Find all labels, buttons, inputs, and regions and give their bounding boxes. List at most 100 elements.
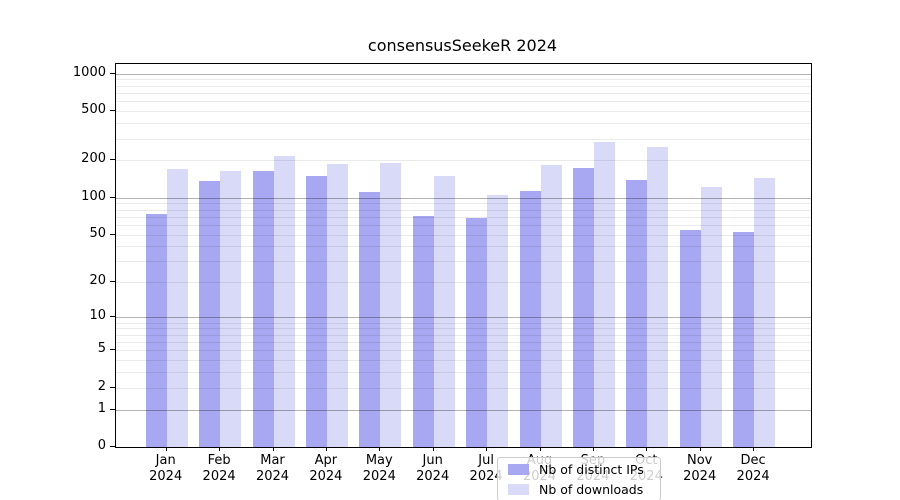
downloads-swatch-icon [508, 483, 529, 495]
gridline [116, 197, 811, 199]
y-axis-tick-label: 200 [81, 151, 106, 167]
bar-distinct-ips [145, 213, 167, 447]
bar-downloads [220, 171, 242, 447]
gridline [116, 224, 811, 226]
gridline [116, 216, 811, 218]
gridline [116, 328, 811, 330]
gridline [116, 138, 811, 140]
x-axis-tick-label: Feb 2024 [202, 453, 236, 484]
x-axis-tick [539, 447, 541, 451]
distinct-ips-swatch-icon [508, 463, 529, 475]
gridline [116, 123, 811, 124]
gridline [116, 334, 811, 336]
y-axis-tick-label: 1 [97, 400, 106, 416]
bar-distinct-ips [359, 191, 381, 447]
legend-label: Nb of downloads [539, 481, 644, 497]
y-axis-tick-label: 0 [97, 438, 106, 453]
y-axis-tick [110, 281, 115, 283]
gridline [116, 160, 811, 162]
y-axis-tick-label: 20 [89, 273, 106, 289]
bar-downloads [647, 147, 669, 447]
gridline [116, 341, 811, 343]
gridline [116, 101, 811, 103]
gridline [116, 209, 811, 211]
bar-downloads [380, 163, 402, 447]
gridline [116, 261, 811, 263]
x-axis-tick [592, 447, 594, 451]
bar-distinct-ips [626, 180, 648, 447]
x-axis-tick [486, 447, 488, 451]
chart-title: consensusSeekeR 2024 [367, 36, 558, 55]
x-axis-tick [272, 447, 274, 451]
y-axis-tick [110, 196, 115, 198]
bar-downloads [326, 163, 348, 447]
gridline [116, 79, 811, 81]
legend-item-distinct-ips: Nb of distinct IPs [506, 462, 652, 477]
gridline [116, 111, 811, 112]
bar-distinct-ips [519, 190, 541, 447]
x-axis-tick [646, 447, 648, 451]
y-axis-tick-label: 500 [81, 102, 106, 117]
x-axis-tick-label: Mar 2024 [255, 453, 290, 484]
x-axis-tick [165, 447, 167, 451]
x-axis-tick-label: Jun 2024 [416, 453, 450, 484]
bar-distinct-ips [412, 215, 434, 447]
y-axis-tick [110, 316, 115, 318]
gridline [116, 85, 811, 87]
bar-downloads [754, 177, 776, 447]
gridline [116, 92, 811, 94]
y-axis-tick-label: 5 [97, 341, 106, 357]
gridline [116, 350, 811, 352]
gridline [116, 282, 811, 284]
y-axis-tick-label: 100 [81, 188, 106, 204]
bar-downloads [593, 142, 615, 447]
bar-downloads [273, 156, 295, 447]
y-axis-tick [110, 349, 115, 351]
bar-distinct-ips [466, 218, 488, 447]
gridline [116, 387, 811, 389]
y-axis-tick-label: 50 [89, 225, 106, 241]
x-axis-tick [432, 447, 434, 451]
gridline [116, 317, 811, 319]
gridline [116, 322, 811, 324]
x-axis-tick [699, 447, 701, 451]
x-axis-tick-label: Dec 2024 [736, 453, 770, 484]
legend: Nb of distinct IPs Nb of downloads [497, 457, 661, 500]
gridline [116, 234, 811, 236]
y-axis-tick-label: 2 [97, 378, 106, 394]
bar-downloads [487, 194, 509, 447]
bar-distinct-ips [252, 171, 274, 447]
y-axis-tick [110, 159, 115, 161]
plot-area: Nb of distinct IPs Nb of downloads [115, 63, 812, 500]
bar-distinct-ips [733, 232, 755, 447]
bar-downloads [700, 187, 722, 447]
y-axis-tick [110, 446, 115, 447]
bar-downloads [540, 164, 562, 447]
x-axis-tick-label: Nov 2024 [683, 453, 717, 484]
x-axis-tick [753, 447, 755, 451]
y-axis-tick-label: 1000 [72, 64, 106, 80]
bar-downloads [166, 169, 188, 447]
y-axis-tick-label: 10 [89, 308, 106, 324]
gridline [116, 246, 811, 248]
x-axis-tick [379, 447, 381, 451]
y-axis-tick [110, 233, 115, 235]
gridline [116, 360, 811, 361]
y-axis-tick [110, 386, 115, 388]
x-axis-tick-label: May 2024 [362, 453, 396, 484]
legend-item-downloads: Nb of downloads [506, 482, 652, 497]
y-axis-tick [110, 72, 115, 74]
x-axis-tick [219, 447, 221, 451]
legend-label: Nb of distinct IPs [539, 461, 644, 477]
bar-distinct-ips [199, 181, 221, 447]
gridline [116, 203, 811, 205]
gridline [116, 73, 811, 75]
bar-distinct-ips [679, 230, 701, 447]
gridline [116, 409, 811, 411]
x-axis-tick-label: Jan 2024 [149, 453, 183, 484]
y-axis-tick [110, 110, 115, 111]
x-axis-tick-label: Jul 2024 [469, 453, 503, 484]
x-axis-tick-label: Apr 2024 [309, 453, 343, 484]
bar-downloads [433, 175, 455, 447]
